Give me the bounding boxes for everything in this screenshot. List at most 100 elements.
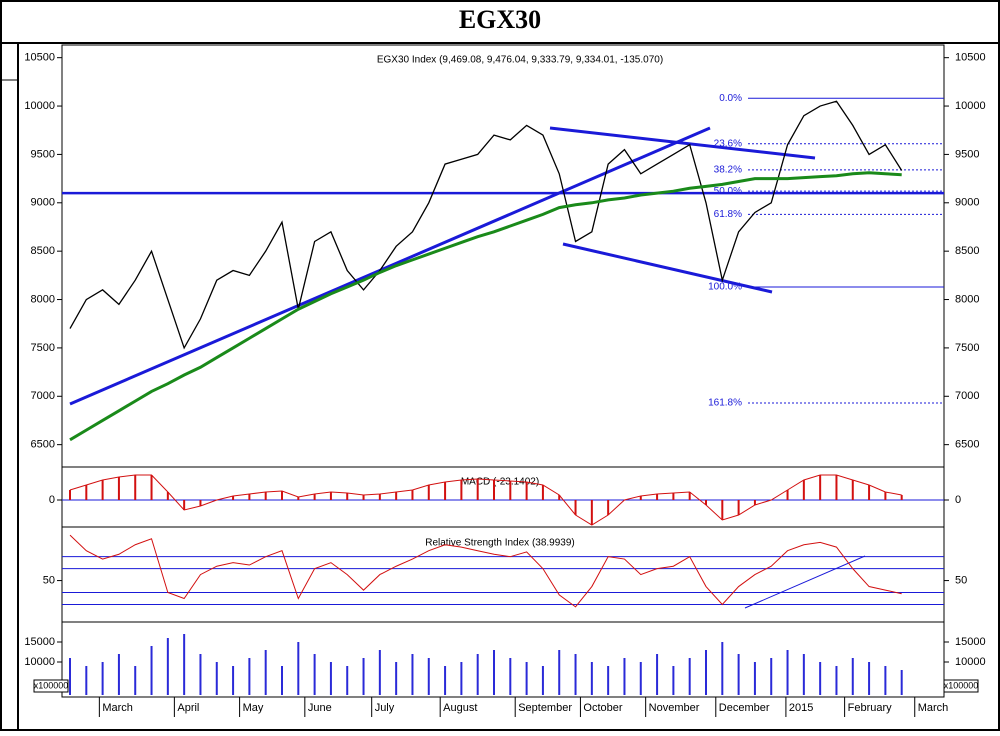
x-tick-label: March <box>918 702 949 714</box>
bar <box>868 485 871 500</box>
bar <box>737 654 740 695</box>
bar <box>590 662 593 695</box>
bar <box>802 654 805 695</box>
x-tick-label: December <box>719 702 770 714</box>
bar <box>623 658 626 695</box>
bar <box>362 495 365 500</box>
bar <box>395 662 398 695</box>
fib-label: 100.0% <box>708 282 742 293</box>
bar <box>590 500 593 525</box>
bar <box>770 658 773 695</box>
bar <box>69 490 71 500</box>
bar <box>819 662 822 695</box>
bar <box>134 475 137 500</box>
y-tick-label: 8500 <box>955 245 979 257</box>
bar <box>460 480 463 500</box>
bar <box>493 650 495 695</box>
bar <box>232 666 235 695</box>
y-tick-label: 10500 <box>955 52 986 64</box>
bar <box>541 666 544 695</box>
y-tick-label: 9000 <box>955 197 979 209</box>
bar <box>607 500 610 515</box>
bar <box>134 666 137 695</box>
bar <box>900 495 903 500</box>
bar <box>427 658 430 695</box>
bar <box>248 494 251 500</box>
bar <box>819 475 822 500</box>
bar <box>281 666 283 695</box>
bar <box>721 500 724 520</box>
bar <box>672 666 675 695</box>
y-tick-label: 7500 <box>31 342 55 354</box>
fib-label: 23.6% <box>714 138 742 149</box>
fib-label: 0.0% <box>719 93 742 104</box>
unit-box <box>943 679 979 693</box>
fib-label: 38.2% <box>714 165 742 176</box>
trendline <box>69 126 711 406</box>
y-tick-label: 9500 <box>955 148 979 160</box>
bar <box>737 500 740 515</box>
bar <box>705 500 707 505</box>
bar <box>329 492 332 500</box>
bar <box>835 666 838 695</box>
bar <box>509 481 512 500</box>
bar <box>248 658 251 695</box>
bar <box>264 492 267 500</box>
bar <box>378 650 381 695</box>
bar <box>476 654 479 695</box>
bar <box>558 495 561 500</box>
y-tick-label: 8000 <box>955 293 979 305</box>
x-tick-label: September <box>518 702 572 714</box>
bar <box>721 642 724 695</box>
y-tick-label: 7500 <box>955 342 979 354</box>
y-tick-label: 6500 <box>955 439 979 451</box>
bar <box>639 496 642 500</box>
bar <box>688 658 691 695</box>
bar <box>802 480 805 500</box>
fib-label: 61.8% <box>714 209 742 220</box>
bar <box>427 485 430 500</box>
bar <box>900 670 903 695</box>
bar <box>199 500 202 506</box>
x-tick-label: November <box>649 702 700 714</box>
bar <box>150 646 153 695</box>
y-tick-label: 50 <box>43 574 55 586</box>
unit-label: x100000 <box>944 680 979 690</box>
bar <box>672 493 675 500</box>
y-tick-label: 9500 <box>31 148 55 160</box>
bar <box>509 658 512 695</box>
bar <box>541 485 544 500</box>
y-tick-label: 10000 <box>24 100 55 112</box>
plot-frame <box>61 44 945 698</box>
bar <box>835 475 838 500</box>
bar <box>688 492 691 500</box>
bar <box>346 493 349 500</box>
bar <box>378 494 381 500</box>
bar <box>656 654 659 695</box>
bar <box>493 480 495 500</box>
bar <box>362 658 365 695</box>
bar <box>868 662 871 695</box>
bar <box>656 494 659 500</box>
bar <box>329 662 332 695</box>
bar <box>85 485 88 500</box>
y-tick-label: 6500 <box>31 439 55 451</box>
y-tick-label: 10000 <box>955 656 986 668</box>
x-tick-label: July <box>375 702 395 714</box>
legend: EGX30 Index (9,469.08, 9,476.04, 9,333.7… <box>377 55 663 66</box>
bar <box>786 650 789 695</box>
y-tick-label: 8500 <box>31 245 55 257</box>
bar <box>297 642 300 695</box>
x-tick-label: April <box>177 702 199 714</box>
unit-box <box>33 679 69 693</box>
y-tick-label: 10000 <box>24 656 55 668</box>
bar <box>525 482 528 500</box>
bar <box>117 654 120 695</box>
panel-title: Relative Strength Index (38.9939) <box>425 538 575 549</box>
bar <box>525 662 528 695</box>
bar <box>574 500 577 515</box>
bar <box>281 491 283 500</box>
bar <box>851 480 854 500</box>
x-tick-label: June <box>308 702 332 714</box>
